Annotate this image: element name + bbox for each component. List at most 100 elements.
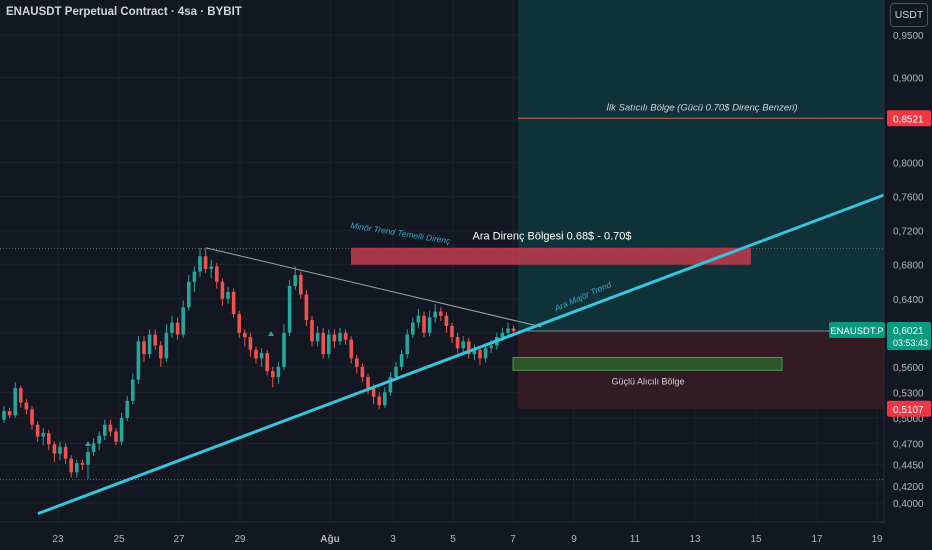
candle-body bbox=[299, 274, 303, 295]
candle-body bbox=[80, 463, 85, 465]
candle-body bbox=[411, 322, 415, 335]
support-zone bbox=[512, 356, 783, 371]
candle-body bbox=[332, 334, 337, 342]
candle-body bbox=[461, 341, 465, 349]
candle-body bbox=[237, 314, 241, 333]
candle-body bbox=[108, 424, 113, 432]
candle-body bbox=[198, 256, 202, 272]
seller-zone-label: İlk Satıcılı Bölge (Gücü 0.70$ Direnç Be… bbox=[606, 102, 797, 113]
candle-body bbox=[35, 424, 40, 437]
price-tick-label: 0,4700 bbox=[893, 439, 924, 450]
candle-body bbox=[209, 266, 213, 269]
candle-body bbox=[103, 424, 107, 436]
candle-body bbox=[343, 332, 348, 340]
candle-body bbox=[349, 339, 353, 359]
candle-body bbox=[203, 256, 208, 269]
time-tick-label: 23 bbox=[52, 534, 64, 545]
stop-level-badge-bg bbox=[887, 400, 931, 417]
candle-body bbox=[164, 332, 169, 359]
candle-body bbox=[355, 358, 359, 367]
candle-body bbox=[399, 354, 404, 367]
candle-body bbox=[91, 443, 96, 452]
bar-countdown: 03:53:43 bbox=[893, 338, 928, 348]
candle-body bbox=[366, 377, 370, 389]
candle-body bbox=[2, 411, 6, 420]
candle-body bbox=[405, 334, 409, 355]
candle-body bbox=[310, 320, 314, 342]
candle-body bbox=[388, 377, 393, 393]
candle-body bbox=[41, 433, 45, 437]
candle-body bbox=[371, 388, 376, 397]
price-tick-label: 0,8000 bbox=[893, 159, 924, 170]
candle-body bbox=[248, 337, 253, 350]
candle-body bbox=[136, 341, 141, 380]
candle-body bbox=[131, 379, 135, 401]
upper-target-badge: 0,8521 bbox=[893, 114, 924, 125]
candle-body bbox=[30, 409, 34, 425]
candle-body bbox=[97, 435, 101, 444]
currency-button[interactable]: USDT bbox=[890, 3, 928, 27]
candle-body bbox=[119, 417, 124, 442]
candle-body bbox=[360, 366, 365, 378]
candle-body bbox=[215, 266, 219, 282]
time-tick-label: 9 bbox=[571, 534, 577, 545]
last-price-value: 0,6021 bbox=[893, 326, 924, 337]
upper-target-badge-bg bbox=[887, 110, 931, 127]
candle-body bbox=[315, 332, 320, 342]
candle-body bbox=[276, 366, 281, 378]
time-tick-label: 3 bbox=[390, 534, 396, 545]
candle-body bbox=[153, 334, 157, 346]
target-box bbox=[518, 0, 884, 332]
price-tick-label: 0,6400 bbox=[893, 295, 924, 306]
symbol-badge-bg bbox=[829, 322, 885, 339]
candle-body bbox=[282, 332, 286, 367]
candle-body bbox=[175, 322, 180, 335]
price-tick-label: 0,5000 bbox=[893, 414, 924, 425]
candle-body bbox=[142, 341, 146, 355]
buy-marker bbox=[268, 331, 274, 336]
candle-body bbox=[383, 392, 387, 406]
symbol-badge: ENAUSDT.P bbox=[830, 326, 883, 337]
candle-body bbox=[377, 396, 381, 406]
candle-body bbox=[422, 315, 426, 333]
candle-body bbox=[467, 341, 471, 355]
candle-body bbox=[19, 388, 23, 403]
time-tick-label: 7 bbox=[510, 534, 516, 545]
candle-body bbox=[394, 366, 398, 378]
candle-body bbox=[52, 444, 57, 454]
candle-body bbox=[86, 451, 90, 465]
candle-body bbox=[500, 332, 505, 338]
candle-body bbox=[75, 463, 79, 473]
candle-body bbox=[170, 322, 174, 333]
stop-level-badge: 0,5107 bbox=[893, 405, 924, 416]
candle-body bbox=[271, 371, 275, 378]
candle-body bbox=[159, 345, 163, 359]
time-tick-label: 19 bbox=[871, 534, 883, 545]
major-trendline bbox=[37, 193, 885, 516]
candle-body bbox=[489, 345, 493, 349]
candle-body bbox=[511, 328, 516, 332]
chart-title: ENAUSDT Perpetual Contract · 4sa · BYBIT bbox=[6, 6, 242, 18]
candle-body bbox=[506, 328, 510, 333]
candle-body bbox=[7, 411, 12, 416]
minor-trendline bbox=[205, 247, 542, 328]
time-tick-label: 27 bbox=[173, 534, 185, 545]
last-price-badge-bg bbox=[887, 322, 931, 351]
candle-body bbox=[293, 274, 297, 287]
candle-body bbox=[13, 388, 17, 416]
buyer-zone-label: Güçlü Alıcılı Bölge bbox=[611, 376, 684, 386]
price-tick-label: 0,7200 bbox=[893, 227, 924, 238]
buy-marker bbox=[85, 441, 91, 446]
time-tick-label: 11 bbox=[630, 534, 641, 545]
candle-body bbox=[24, 402, 29, 410]
candle-body bbox=[416, 315, 421, 323]
price-tick-label: 0,9000 bbox=[893, 74, 924, 85]
price-tick-label: 0,7600 bbox=[893, 193, 924, 204]
candle-body bbox=[47, 433, 51, 445]
candle-body bbox=[181, 307, 185, 335]
candle-body bbox=[287, 286, 292, 333]
candle-body bbox=[483, 348, 488, 359]
time-tick-label: 29 bbox=[234, 534, 246, 545]
